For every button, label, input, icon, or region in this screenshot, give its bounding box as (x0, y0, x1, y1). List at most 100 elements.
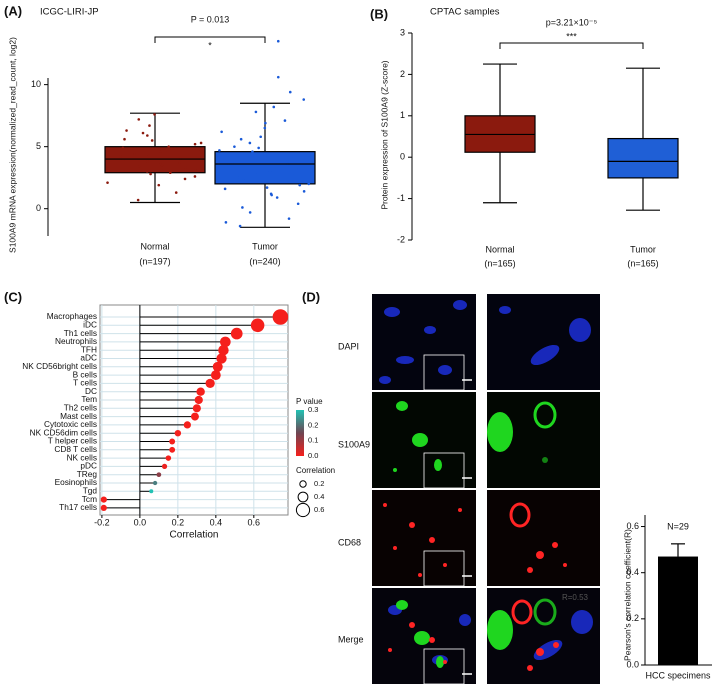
bar (658, 556, 698, 665)
panel-label: (A) (4, 3, 22, 18)
data-point (136, 198, 140, 202)
data-point (123, 137, 126, 141)
lollipop-dot (183, 421, 191, 429)
category-label: Mast cells (60, 411, 97, 421)
lollipop-dot (100, 504, 107, 512)
lollipop-dot (196, 387, 205, 396)
data-point (293, 173, 296, 177)
y-axis-label: Pearson's correlation coefficient(R) (622, 529, 632, 661)
color-tick-label: 0.3 (308, 405, 318, 414)
size-legend-label: 0.4 (314, 492, 324, 501)
row-label: CD68 (338, 537, 361, 547)
data-point (224, 221, 228, 224)
data-point (269, 171, 273, 175)
data-point (159, 150, 162, 153)
lollipop-dot (192, 404, 201, 413)
lollipop-dot (230, 327, 243, 340)
y-tick-label: 0.4 (626, 567, 639, 577)
data-point (121, 146, 125, 150)
lollipop-dot (220, 336, 231, 348)
data-point (287, 217, 291, 220)
category-label: TFH (81, 344, 97, 354)
x-tick-note: (n=165) (484, 258, 515, 268)
data-point (133, 152, 136, 156)
lollipop-dot (250, 318, 265, 333)
bar-annotation: N=29 (667, 521, 689, 531)
chart-title: ICGC-LIRI-JP (40, 7, 99, 18)
data-point (220, 130, 223, 134)
data-point (168, 171, 172, 175)
data-point (160, 163, 164, 167)
category-label: NK CD56dim cells (30, 427, 97, 437)
lollipop-dot (149, 489, 154, 494)
row-label: Merge (338, 634, 364, 644)
lollipop-dot (218, 344, 229, 356)
category-label: TReg (77, 469, 98, 479)
data-point (298, 183, 302, 187)
box (607, 137, 679, 179)
y-tick-label: 0.2 (626, 613, 639, 623)
y-tick-label: 2 (400, 69, 405, 79)
data-point (276, 75, 280, 79)
category-label: Eosinophils (55, 477, 97, 487)
size-legend-label: 0.2 (314, 479, 324, 488)
data-point (162, 167, 166, 171)
x-tick-label: Normal (140, 241, 169, 251)
data-point (274, 180, 277, 183)
data-point (239, 137, 243, 141)
x-tick-note: (n=165) (627, 258, 658, 268)
data-point (150, 139, 154, 142)
data-point (233, 145, 236, 148)
category-label: NK CD56bright cells (22, 361, 97, 371)
y-axis-label: S100A9 mRNA expression(normalized_read_c… (7, 37, 17, 253)
x-tick-label: Tumor (630, 244, 656, 254)
data-point (265, 186, 269, 189)
x-tick-note: (n=240) (249, 256, 280, 266)
legend-title: Correlation (296, 466, 335, 475)
size-legend-circle (297, 491, 309, 503)
p-value-label: P = 0.013 (191, 14, 230, 24)
data-point (270, 193, 273, 197)
data-point (254, 110, 258, 114)
significance-bracket (154, 36, 266, 43)
data-point (264, 121, 267, 125)
x-tick-label: 0.0 (134, 517, 147, 527)
data-point (174, 191, 178, 194)
x-tick-label: Normal (485, 244, 514, 254)
y-tick-label: -2 (397, 234, 405, 244)
lollipop-dot (190, 412, 199, 421)
data-point (193, 142, 197, 146)
data-point (272, 105, 276, 109)
data-point (304, 157, 308, 161)
size-legend-label: 0.6 (314, 505, 324, 514)
x-tick-label: -0.2 (94, 517, 110, 527)
category-label: Th1 cells (64, 328, 97, 338)
category-label: Cytotoxic cells (44, 419, 97, 429)
lollipop-dot (169, 438, 176, 445)
data-point (241, 206, 244, 209)
data-point (149, 172, 152, 176)
data-point (184, 166, 187, 170)
category-label: T helper cells (48, 436, 97, 446)
y-tick-label: 0.6 (626, 521, 639, 531)
data-point (302, 190, 306, 193)
box (104, 146, 206, 174)
lollipop-dot (165, 455, 172, 461)
color-tick-label: 0.0 (308, 451, 318, 460)
data-point (147, 154, 151, 157)
data-point (309, 178, 313, 182)
data-point (237, 176, 241, 179)
data-point (125, 129, 128, 132)
y-tick-label: 1 (400, 110, 405, 120)
size-legend-circle (299, 480, 307, 488)
data-point (157, 183, 161, 187)
data-point (119, 155, 122, 158)
data-point (223, 187, 227, 191)
data-point (297, 168, 300, 172)
category-label: pDC (80, 461, 97, 471)
data-point (283, 119, 287, 122)
box (214, 151, 316, 185)
chart-title: CPTAC samples (430, 7, 500, 18)
category-label: T cells (73, 378, 97, 388)
